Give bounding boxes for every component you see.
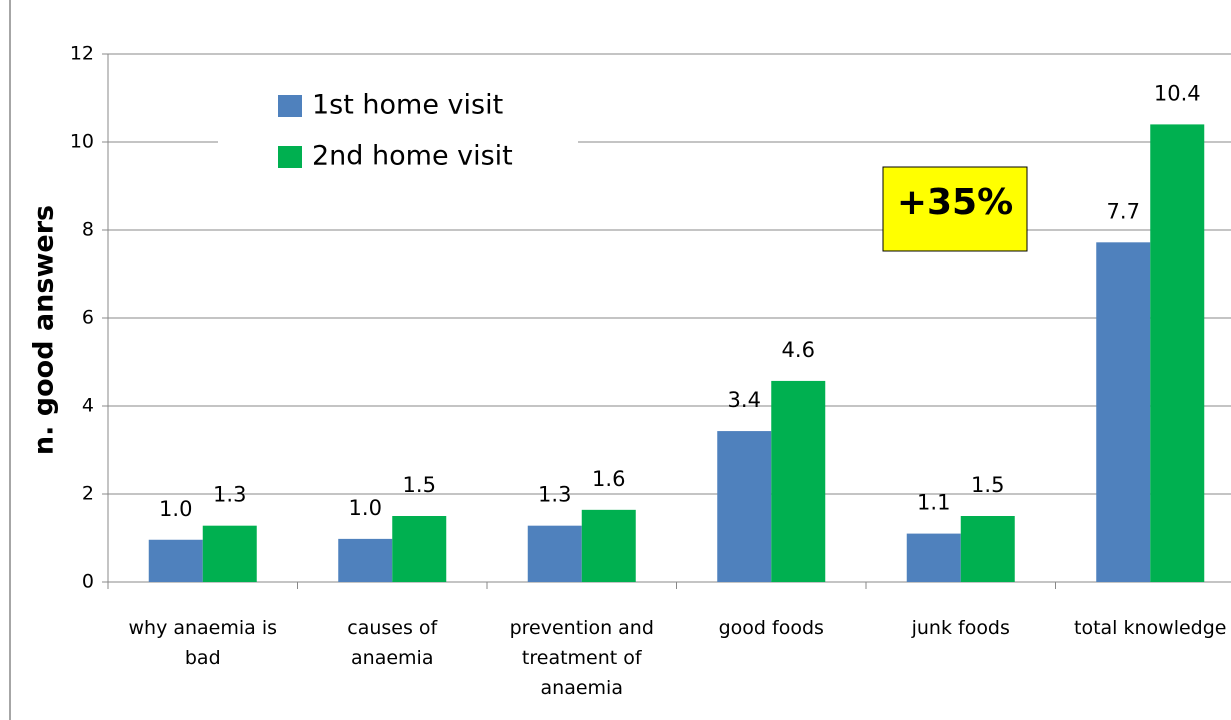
- y-tick-label: 10: [70, 131, 94, 153]
- y-tick-label: 12: [70, 43, 94, 65]
- x-tick-label: good foods: [719, 617, 824, 639]
- y-axis-title: n. good answers: [29, 205, 60, 455]
- x-tick-label: prevention and treatment of anaemia: [510, 617, 654, 699]
- bar: [771, 380, 826, 582]
- y-tick-label: 6: [82, 307, 94, 329]
- bar: [960, 516, 1015, 582]
- data-label: 1.6: [592, 467, 625, 491]
- bar: [1096, 242, 1151, 582]
- y-tick-label: 8: [82, 219, 94, 241]
- data-label: 1.1: [917, 491, 950, 515]
- x-tick-label: total knowledge: [1074, 617, 1226, 639]
- bar: [202, 525, 257, 582]
- bar: [148, 539, 203, 582]
- data-label: 1.5: [971, 473, 1004, 497]
- data-label: 7.7: [1107, 199, 1140, 223]
- data-label: 10.4: [1154, 81, 1201, 105]
- x-tick-label: junk foods: [911, 617, 1010, 639]
- annotation: +35%: [897, 182, 1013, 223]
- legend-label: 1st home visit: [312, 90, 503, 121]
- legend-swatch: [278, 146, 302, 168]
- annotation-box: [882, 166, 1028, 252]
- bar: [906, 533, 961, 582]
- bar: [527, 525, 582, 582]
- bar: [581, 509, 636, 582]
- legend-swatch: [278, 95, 302, 117]
- data-label: 1.0: [159, 497, 192, 521]
- data-label: 1.3: [213, 483, 246, 507]
- legend-label: 2nd home visit: [312, 141, 513, 172]
- chart-frame: [9, 0, 11, 720]
- y-tick-label: 0: [82, 571, 94, 593]
- data-label: 1.3: [538, 483, 571, 507]
- data-label: 1.5: [403, 473, 436, 497]
- data-label: 1.0: [349, 496, 382, 520]
- data-label: 3.4: [728, 388, 761, 412]
- bar: [1150, 124, 1205, 583]
- data-label: 4.6: [782, 338, 815, 362]
- y-tick-label: 2: [82, 483, 94, 505]
- bar: [338, 538, 393, 582]
- bar: [392, 516, 447, 582]
- bar: [717, 431, 772, 582]
- y-tick-label: 4: [82, 395, 94, 417]
- x-tick-label: causes of anaemia: [347, 617, 438, 669]
- x-tick-label: why anaemia is bad: [128, 617, 277, 669]
